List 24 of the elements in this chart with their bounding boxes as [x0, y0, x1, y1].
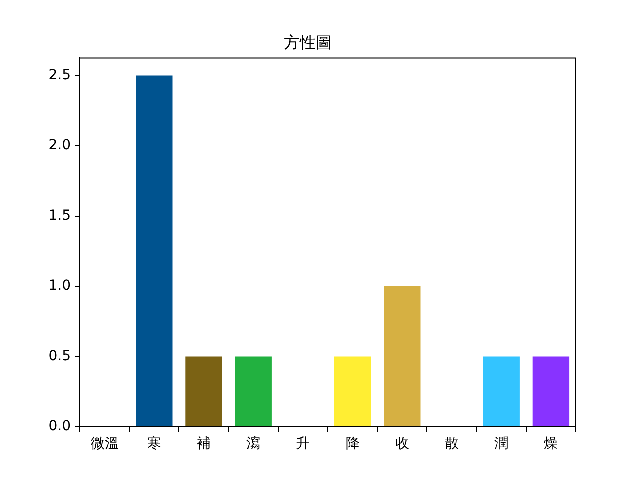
x-tick-label: 補 — [197, 436, 211, 452]
x-tick-label: 散 — [445, 436, 459, 452]
x-tick-label: 潤 — [494, 436, 509, 452]
bar — [136, 76, 173, 426]
y-tick-label: 2.0 — [48, 138, 71, 154]
y-tick-label: 0.5 — [48, 348, 71, 364]
y-tick-label: 1.0 — [48, 278, 71, 294]
bar — [384, 286, 421, 426]
x-tick-label: 升 — [296, 436, 310, 452]
bar — [186, 356, 222, 426]
x-tick-label: 瀉 — [246, 436, 261, 452]
bar — [334, 356, 372, 426]
bar — [483, 356, 520, 426]
x-tick-label: 微溫 — [90, 436, 119, 452]
x-tick-label: 降 — [346, 436, 360, 452]
y-tick-label: 2.5 — [48, 67, 71, 84]
chart-title: 方性圖 — [284, 32, 332, 52]
x-tick-label: 燥 — [544, 436, 558, 452]
bar — [532, 356, 570, 426]
bar — [235, 356, 272, 426]
x-tick-label: 收 — [395, 436, 410, 452]
y-tick-label: 1.5 — [48, 208, 71, 224]
x-tick-label: 寒 — [147, 436, 162, 452]
y-tick-label: 0.0 — [48, 418, 71, 435]
